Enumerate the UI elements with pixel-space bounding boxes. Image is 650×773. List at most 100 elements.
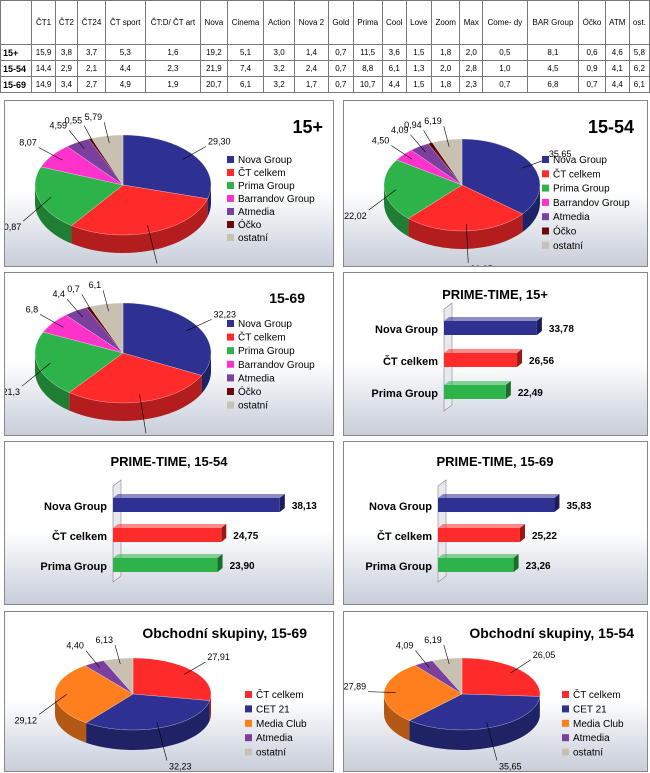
legend-label: Barrandov Group: [553, 198, 630, 209]
pie-depth: [384, 185, 540, 249]
pie-data-label: 6,19: [424, 116, 442, 126]
legend-label: Atmedia: [238, 207, 275, 218]
pie-leader-line: [81, 294, 94, 315]
table-cell: 3,0: [263, 44, 295, 61]
table-header-cell: Cinema: [226, 0, 265, 45]
legend-label: ČT celkem: [573, 688, 621, 701]
pie-slice: [34, 166, 124, 226]
legend-label: Óčko: [238, 218, 262, 231]
table-row: 15-54 14,4 2,9 2,1 4,4 2,3 21,9 7,4 3,2 2,4 0,7 8,8…: [0, 60, 650, 77]
table-header-cell: [0, 0, 33, 45]
pie-slice: [91, 134, 124, 186]
pie-leader-line: [38, 147, 63, 161]
pie-leader-line: [410, 134, 426, 153]
table-header-cell: ost.: [628, 0, 650, 45]
table-cell: 3,2: [263, 76, 295, 93]
pie-leader-line: [68, 130, 85, 149]
legend-swatch: [542, 198, 549, 206]
pie-data-label: 27,89: [344, 682, 366, 692]
pie-slice-side: [35, 185, 72, 244]
table-header-cell: Love: [405, 0, 432, 45]
legend-label: Atmedia: [553, 212, 590, 223]
chart-title: Obchodní skupiny, 15-69: [142, 625, 307, 641]
bar-top: [444, 381, 511, 385]
table-row-label: 15-69: [0, 76, 33, 93]
pie-leader-line: [66, 298, 83, 318]
bar-value-label: 33,78: [549, 324, 574, 335]
legend-swatch: [227, 401, 234, 409]
pie-data-label: 0,7: [67, 284, 80, 294]
pie-data-label: 4,40: [66, 641, 84, 651]
bar: [444, 385, 506, 399]
table-row-label: 15+: [0, 44, 33, 61]
table-cell: 0,6: [578, 44, 606, 61]
table-header-cell: ATM: [604, 0, 630, 45]
bar-value-label: 23,26: [526, 561, 551, 572]
pie-data-label: 27,9: [148, 434, 166, 435]
pie-data-label: 35,65: [549, 149, 572, 159]
legend-label: ostatní: [573, 748, 603, 759]
pie-slice-side: [384, 694, 410, 741]
table-header-cell: Óčko: [578, 0, 606, 45]
table-cell: 0,7: [327, 60, 354, 77]
legend-label: Atmedia: [238, 373, 275, 384]
bar: [113, 558, 218, 572]
bar-category-label: Prima Group: [365, 561, 432, 573]
bar-end: [517, 349, 523, 367]
pie-slice-side: [522, 185, 540, 232]
pie-leader-line: [139, 394, 147, 434]
legend-label: CET 21: [256, 704, 290, 715]
table-cell: 2,1: [77, 60, 106, 77]
bar-panel-prime-15-69: PRIME-TIME, 15-69 Nova Group 35,83 ČT celke…: [343, 441, 648, 605]
bar: [438, 528, 520, 542]
table-cell: 0,5: [482, 44, 528, 61]
pie-data-label: 29,30: [208, 136, 231, 146]
pie-data-label: 6,19: [424, 635, 442, 645]
legend-swatch: [227, 374, 234, 382]
bar-value-label: 23,90: [230, 561, 255, 572]
legend-swatch: [227, 234, 234, 241]
pie-slice-side: [71, 198, 208, 253]
pie-slice: [85, 693, 211, 731]
legend-swatch: [245, 748, 252, 756]
legend-label: Media Club: [256, 719, 307, 730]
table-cell: 0,9: [578, 60, 606, 77]
pie-panel-15-54: 35,65 26,05 22,02 4,504,090,946,19 15-54 Nova…: [343, 100, 648, 267]
bar-category-label: Nova Group: [369, 501, 432, 513]
table-cell: 2,0: [430, 60, 461, 77]
table-cell: 2,9: [54, 60, 79, 77]
table-header-cell: Nova 2: [293, 0, 329, 45]
table-cell: 10,7: [352, 76, 383, 93]
table-cell: 7,4: [226, 60, 265, 77]
pie-slice-side: [86, 700, 210, 750]
legend-label: Prima Group: [553, 184, 610, 195]
pie-leader-line: [510, 659, 531, 674]
table-header-cell: Gold: [327, 0, 354, 45]
pie-data-label: 8,07: [19, 137, 37, 147]
pie-leader-line: [183, 661, 206, 675]
legend-label: Óčko: [238, 385, 262, 398]
table-cell: 6,1: [628, 76, 650, 93]
table-cell: 4,4: [604, 76, 630, 93]
table-header-cell: Come- dy: [482, 0, 528, 45]
pie-leader-line: [114, 644, 121, 665]
table-header-cell: Max: [459, 0, 484, 45]
pie-slice-side: [408, 213, 523, 249]
pie-data-label: 4,4: [52, 289, 65, 299]
pie-data-label: 6,13: [95, 635, 113, 645]
legend-label: CET 21: [573, 704, 607, 715]
table-cell: 15,9: [31, 44, 56, 61]
pie-data-label: 4,09: [396, 641, 414, 651]
pie-data-label: 21,3: [5, 387, 20, 397]
legend-swatch: [227, 156, 234, 163]
table-cell: 1,8: [430, 44, 461, 61]
legend-swatch: [562, 748, 569, 756]
share-table: ČT1 ČT2 ČT24 ČT sport ČT:D/ ČT art Nova Cinema…: [0, 0, 650, 93]
table-header-row: ČT1 ČT2 ČT24 ČT sport ČT:D/ ČT art Nova Cinema…: [0, 0, 650, 45]
table-cell: 1,3: [405, 60, 432, 77]
legend-label: ostatní: [238, 401, 268, 412]
pie-leader-line: [39, 314, 64, 328]
bar-category-label: ČT celkem: [383, 355, 438, 368]
pie-depth: [55, 694, 212, 750]
pie-slice-side: [55, 694, 87, 743]
